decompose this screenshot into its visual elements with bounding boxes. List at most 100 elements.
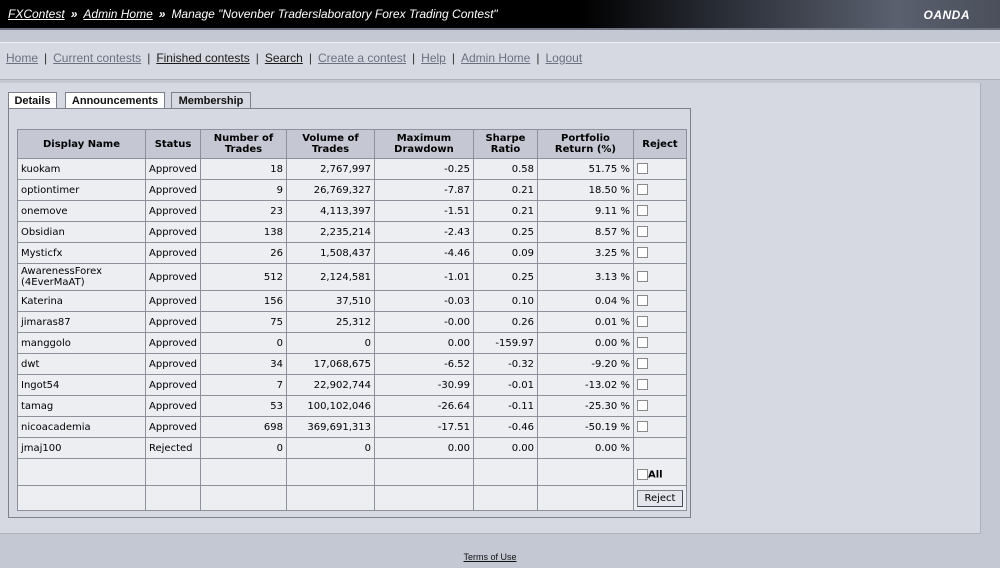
empty-cell	[536, 458, 634, 486]
reject-checkbox[interactable]	[636, 226, 648, 238]
table-row: Obsidian Approved 138 2,235,214 -2.43 0.25 8.5…	[17, 221, 687, 243]
nav-current-contests-link[interactable]: Current contests	[53, 51, 142, 65]
cell-status: Approved	[145, 221, 201, 243]
nav-finished-contests-link[interactable]: Finished contests	[156, 51, 250, 65]
cell-portfolio-return: -13.02 %	[536, 374, 634, 396]
cell-max-drawdown: 0.00	[373, 437, 474, 459]
nav-admin-home-link[interactable]: Admin Home	[460, 51, 531, 65]
cell-sharpe-ratio: 0.58	[472, 158, 538, 180]
terms-of-use-link[interactable]: Terms of Use	[463, 552, 517, 562]
cell-display-name: kuokam	[17, 158, 146, 180]
tab-membership[interactable]: Membership	[171, 92, 251, 110]
cell-status: Rejected	[145, 437, 201, 459]
reject-button-cell: Reject	[632, 485, 687, 511]
cell-reject	[632, 437, 687, 459]
table-row: Mysticfx Approved 26 1,508,437 -4.46 0.09 3.25…	[17, 242, 687, 264]
reject-checkbox[interactable]	[636, 358, 648, 370]
tab-details[interactable]: Details	[8, 92, 57, 109]
cell-volume-of-trades: 37,510	[285, 290, 375, 312]
cell-number-of-trades: 156	[199, 290, 287, 312]
cell-volume-of-trades: 22,902,744	[285, 374, 375, 396]
empty-cell	[17, 485, 146, 511]
cell-reject	[632, 374, 687, 396]
col-header-max-drawdown[interactable]: Maximum Drawdown	[373, 129, 474, 159]
cell-max-drawdown: -30.99	[373, 374, 474, 396]
cell-display-name: dwt	[17, 353, 146, 375]
reject-checkbox[interactable]	[636, 421, 648, 433]
button-row: Reject	[17, 485, 687, 511]
col-header-number-of-trades[interactable]: Number of Trades	[199, 129, 287, 159]
cell-display-name: Katerina	[17, 290, 146, 312]
cell-portfolio-return: -9.20 %	[536, 353, 634, 375]
cell-status: Approved	[145, 374, 201, 396]
cell-reject	[632, 332, 687, 354]
cell-max-drawdown: -1.01	[373, 263, 474, 291]
reject-checkbox[interactable]	[636, 316, 648, 328]
reject-checkbox[interactable]	[636, 163, 648, 175]
reject-checkbox[interactable]	[636, 337, 648, 349]
cell-portfolio-return: -50.19 %	[536, 416, 634, 438]
col-header-volume-of-trades[interactable]: Volume of Trades	[285, 129, 375, 159]
cell-volume-of-trades: 4,113,397	[285, 200, 375, 222]
cell-number-of-trades: 23	[199, 200, 287, 222]
reject-checkbox[interactable]	[636, 295, 648, 307]
select-all-label: All	[647, 469, 663, 481]
nav-separator: |	[412, 51, 416, 65]
cell-reject	[632, 263, 687, 291]
breadcrumb-fxcontest-link[interactable]: FXContest	[8, 7, 65, 21]
cell-reject	[632, 242, 687, 264]
cell-sharpe-ratio: 0.21	[472, 179, 538, 201]
table-row: onemove Approved 23 4,113,397 -1.51 0.21 9.11 …	[17, 200, 687, 222]
table-header-row: Display Name Status Number of Trades Vol…	[17, 129, 687, 159]
table-row: jmaj100 Rejected 0 0 0.00 0.00 0.00 %	[17, 437, 687, 459]
cell-portfolio-return: 9.11 %	[536, 200, 634, 222]
cell-status: Approved	[145, 158, 201, 180]
empty-cell	[373, 458, 474, 486]
cell-volume-of-trades: 100,102,046	[285, 395, 375, 417]
col-header-status[interactable]: Status	[145, 129, 201, 159]
cell-volume-of-trades: 2,767,997	[285, 158, 375, 180]
reject-checkbox[interactable]	[636, 379, 648, 391]
cell-display-name: jmaj100	[17, 437, 146, 459]
table-row: tamag Approved 53 100,102,046 -26.64 -0.11 -25…	[17, 395, 687, 417]
cell-number-of-trades: 18	[199, 158, 287, 180]
cell-max-drawdown: 0.00	[373, 332, 474, 354]
cell-sharpe-ratio: 0.21	[472, 200, 538, 222]
reject-checkbox[interactable]	[636, 184, 648, 196]
cell-status: Approved	[145, 263, 201, 291]
cell-display-name: Mysticfx	[17, 242, 146, 264]
cell-reject	[632, 158, 687, 180]
cell-number-of-trades: 0	[199, 332, 287, 354]
nav-help-link[interactable]: Help	[421, 51, 446, 65]
table-row: kuokam Approved 18 2,767,997 -0.25 0.58 51.75 …	[17, 158, 687, 180]
cell-sharpe-ratio: 0.09	[472, 242, 538, 264]
tab-announcements[interactable]: Announcements	[65, 92, 165, 109]
empty-cell	[285, 458, 375, 486]
nav-search-link[interactable]: Search	[264, 51, 303, 65]
col-header-sharpe-ratio[interactable]: Sharpe Ratio	[472, 129, 538, 159]
breadcrumb-separator: »	[70, 7, 78, 21]
reject-button[interactable]: Reject	[636, 489, 683, 507]
reject-checkbox[interactable]	[636, 400, 648, 412]
reject-checkbox[interactable]	[636, 205, 648, 217]
col-header-portfolio-return[interactable]: Portfolio Return (%)	[536, 129, 634, 159]
nav-home-link[interactable]: Home	[6, 51, 39, 65]
cell-volume-of-trades: 25,312	[285, 311, 375, 333]
breadcrumb-admin-home-link[interactable]: Admin Home	[83, 7, 153, 21]
cell-number-of-trades: 138	[199, 221, 287, 243]
header-gradient	[580, 0, 1000, 28]
cell-number-of-trades: 9	[199, 179, 287, 201]
reject-checkbox[interactable]	[636, 247, 648, 259]
cell-reject	[632, 200, 687, 222]
reject-checkbox[interactable]	[636, 271, 648, 283]
cell-display-name: optiontimer	[17, 179, 146, 201]
cell-sharpe-ratio: 0.00	[472, 437, 538, 459]
nav-logout-link[interactable]: Logout	[545, 51, 583, 65]
select-all-checkbox[interactable]	[636, 469, 648, 481]
col-header-display-name[interactable]: Display Name	[17, 129, 146, 159]
nav-create-contest-link[interactable]: Create a contest	[317, 51, 407, 65]
cell-max-drawdown: -0.03	[373, 290, 474, 312]
cell-display-name: Obsidian	[17, 221, 146, 243]
cell-status: Approved	[145, 179, 201, 201]
cell-display-name: Ingot54	[17, 374, 146, 396]
